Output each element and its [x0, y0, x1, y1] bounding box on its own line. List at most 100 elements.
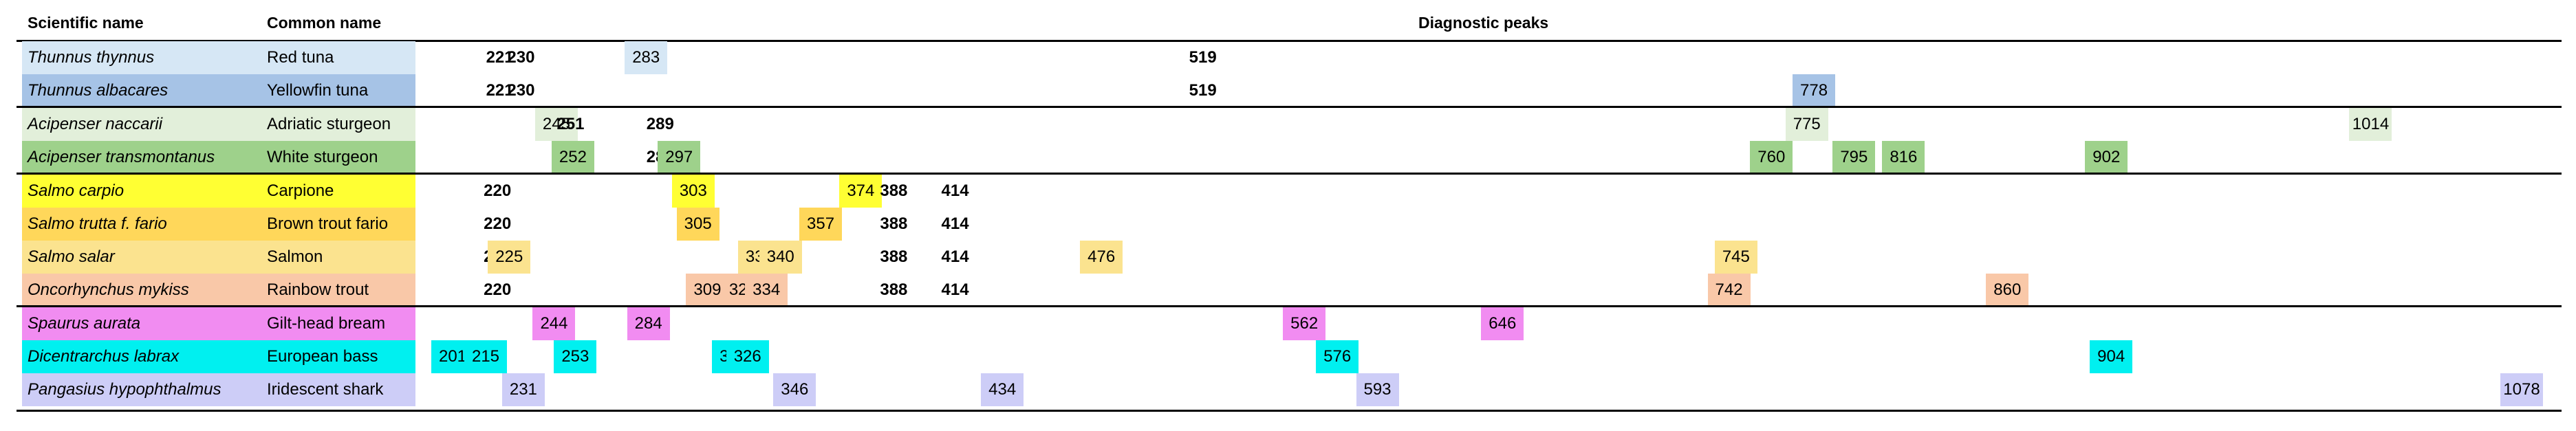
- scientific-name: Dicentrarchus labrax: [28, 347, 180, 366]
- peak-value-highlighted: 252: [551, 141, 594, 174]
- header-diagnostic-peaks: Diagnostic peaks: [1418, 14, 1549, 32]
- peak-value-highlighted: 1014: [2349, 108, 2392, 141]
- header-rule: [17, 40, 2562, 42]
- peak-value-shared: 221: [486, 48, 514, 67]
- species-row: Oncorhynchus mykiss Rainbow trout 220 309 32…: [0, 274, 2576, 307]
- peak-value-highlighted: 476: [1080, 241, 1123, 274]
- species-color-band: [22, 373, 415, 406]
- group-divider: [17, 173, 2562, 175]
- peak-value-highlighted: 357: [799, 208, 843, 241]
- peak-value-shared: 230: [507, 48, 535, 67]
- scientific-name: Pangasius hypophthalmus: [28, 380, 221, 399]
- peak-value-shared: 414: [941, 247, 969, 266]
- scientific-name: Thunnus thynnus: [28, 48, 155, 67]
- common-name: Adriatic sturgeon: [267, 115, 391, 133]
- group-divider: [17, 305, 2562, 307]
- header-common-name: Common name: [267, 14, 382, 32]
- peak-value-highlighted: 1078: [2500, 373, 2543, 406]
- species-row: Salmo salarSalmon22022533134038841447674…: [0, 241, 2576, 274]
- peak-value-highlighted: 326: [726, 340, 769, 373]
- peak-value-highlighted: 225: [488, 241, 531, 274]
- peak-value-highlighted: 562: [1283, 307, 1326, 340]
- peak-value-shared: 388: [880, 280, 908, 299]
- peak-value-shared: 519: [1189, 48, 1217, 67]
- scientific-name: Oncorhynchus mykiss: [28, 280, 189, 299]
- header-scientific-name: Scientific name: [28, 14, 144, 32]
- common-name: White sturgeon: [267, 148, 378, 166]
- bottom-rule: [17, 410, 2562, 412]
- peak-value-highlighted: 334: [745, 274, 788, 307]
- group-divider: [17, 106, 2562, 108]
- peak-value-shared: 289: [646, 115, 674, 133]
- common-name: Gilt-head bream: [267, 314, 386, 333]
- peak-value-highlighted: 904: [2090, 340, 2133, 373]
- species-row: Acipenser naccarii Adriatic sturgeon 245 25…: [0, 108, 2576, 141]
- species-color-band: [22, 175, 415, 208]
- species-color-band: [22, 41, 415, 74]
- peak-value-highlighted: 593: [1356, 373, 1399, 406]
- species-color-band: [22, 141, 415, 174]
- common-name: European bass: [267, 347, 378, 366]
- peak-value-shared: 221: [486, 81, 514, 100]
- peak-value-highlighted: 860: [1986, 274, 2029, 307]
- species-row: Salmo trutta f. fario Brown trout fario 22…: [0, 208, 2576, 241]
- peak-value-highlighted: 742: [1707, 274, 1751, 307]
- peak-value-shared: 388: [880, 214, 908, 233]
- scientific-name: Acipenser naccarii: [28, 115, 163, 133]
- peak-value-highlighted: 346: [773, 373, 816, 406]
- species-row: Thunnus albacares Yellowfin tuna 221 230 519…: [0, 74, 2576, 107]
- peak-value-highlighted: 303: [671, 175, 715, 208]
- peak-value-highlighted: 215: [464, 340, 508, 373]
- scientific-name: Salmo trutta f. fario: [28, 214, 167, 233]
- peak-value-highlighted: 340: [759, 241, 802, 274]
- common-name: Iridescent shark: [267, 380, 384, 399]
- species-color-band: [22, 208, 415, 241]
- peak-value-highlighted: 245: [534, 108, 578, 141]
- peak-value-highlighted: 305: [676, 208, 719, 241]
- species-color-band: [22, 340, 415, 373]
- common-name: Salmon: [267, 247, 323, 266]
- species-color-band: [22, 307, 415, 340]
- peak-value-highlighted: 816: [1882, 141, 1925, 174]
- scientific-name: Salmo salar: [28, 247, 115, 266]
- peak-value-highlighted: 646: [1481, 307, 1524, 340]
- scientific-name: Acipenser transmontanus: [28, 148, 215, 166]
- peak-value-highlighted: 760: [1750, 141, 1793, 174]
- peak-value-highlighted: 244: [532, 307, 576, 340]
- peak-value-shared: 388: [880, 181, 908, 200]
- peak-value-shared: 220: [484, 214, 512, 233]
- peak-value-highlighted: 576: [1316, 340, 1359, 373]
- species-color-band: [22, 108, 415, 141]
- common-name: Brown trout fario: [267, 214, 389, 233]
- peak-value-shared: 414: [941, 280, 969, 299]
- peak-value-shared: 251: [556, 115, 585, 133]
- species-color-band: [22, 74, 415, 107]
- peak-value-shared: 414: [941, 214, 969, 233]
- scientific-name: Salmo carpio: [28, 181, 125, 200]
- species-row: Pangasius hypophthalmus Iridescent shark 2…: [0, 373, 2576, 406]
- peak-value-shared: 388: [880, 247, 908, 266]
- scientific-name: Spaurus aurata: [28, 314, 141, 333]
- peak-value-shared: 230: [507, 81, 535, 100]
- peak-value-highlighted: 284: [627, 307, 670, 340]
- peak-value-shared: 220: [484, 181, 512, 200]
- species-row: Spaurus aurata Gilt-head bream 244 284 562 64…: [0, 307, 2576, 340]
- peak-value-highlighted: 902: [2085, 141, 2128, 174]
- peak-value-shared: 220: [484, 280, 512, 299]
- common-name: Carpione: [267, 181, 334, 200]
- peak-value-highlighted: 434: [981, 373, 1024, 406]
- peak-value-shared: 414: [941, 181, 969, 200]
- species-row: Dicentrarchus labrax European bass 201 215 2…: [0, 340, 2576, 373]
- peak-value-shared: 519: [1189, 81, 1217, 100]
- peak-value-highlighted: 778: [1793, 74, 1836, 107]
- species-row: Salmo carpio Carpione 220 303 374 388 414: [0, 175, 2576, 208]
- peak-value-highlighted: 745: [1714, 241, 1757, 274]
- scientific-name: Thunnus albacares: [28, 81, 169, 100]
- peak-value-highlighted: 374: [839, 175, 883, 208]
- peak-value-highlighted: 283: [625, 41, 668, 74]
- species-color-band: [22, 274, 415, 307]
- peak-value-highlighted: 253: [554, 340, 597, 373]
- peak-value-highlighted: 297: [658, 141, 701, 174]
